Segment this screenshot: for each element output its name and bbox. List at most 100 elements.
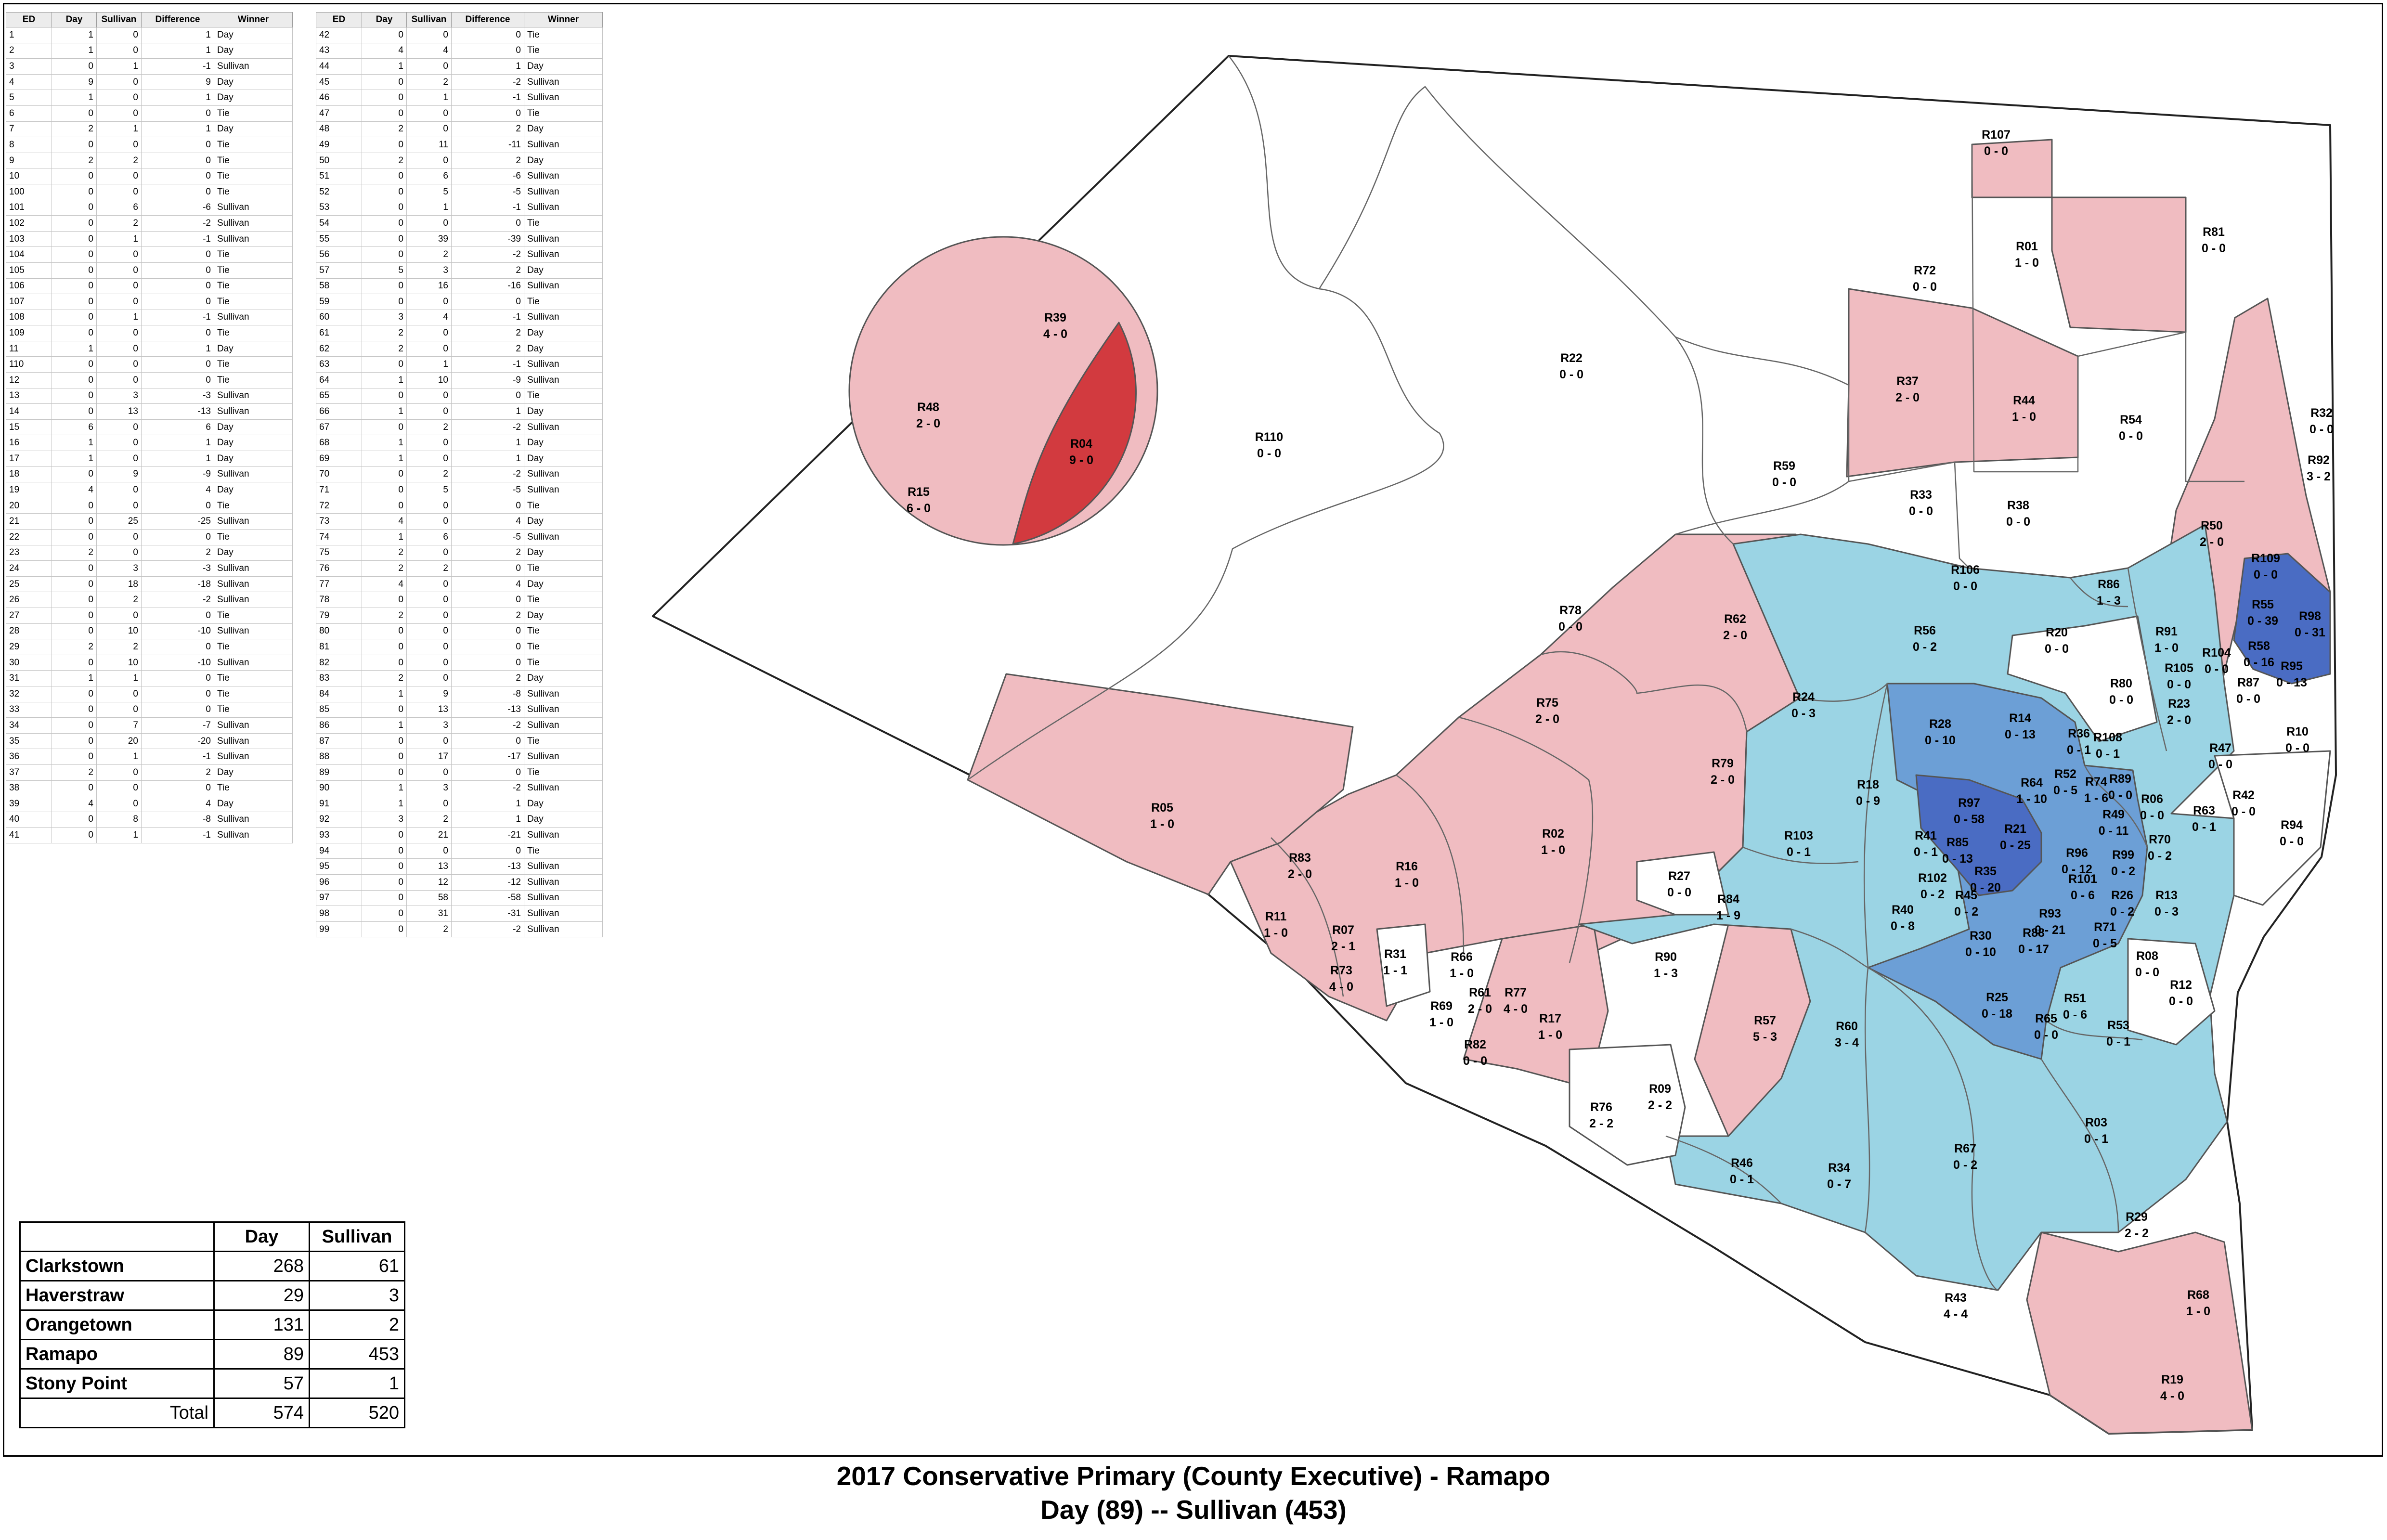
table-row: 47 0 0 0 Tie (316, 105, 603, 122)
cell-difference: 4 (141, 482, 214, 498)
cell-day: 0 (362, 749, 407, 765)
table-row: 39 4 0 4 Day (6, 796, 293, 812)
cell-ed: 56 (316, 246, 362, 263)
district-name: R25 (1986, 991, 2008, 1004)
cell-ed: 101 (6, 199, 52, 216)
cell-difference: 2 (451, 152, 524, 169)
district-name: R68 (2187, 1288, 2209, 1302)
district-name: R56 (1914, 624, 1936, 637)
cell-difference: 2 (451, 670, 524, 686)
table-row: 45 0 2 -2 Sullivan (316, 74, 603, 91)
table-row: 84 1 9 -8 Sullivan (316, 686, 603, 702)
tie-region-r27 (1636, 851, 1729, 916)
cell-sullivan: 0 (96, 262, 142, 279)
table-row: 52 0 5 -5 Sullivan (316, 183, 603, 200)
cell-winner: Day (214, 90, 293, 106)
cell-winner: Sullivan (214, 827, 293, 843)
district-score: 1 - 0 (2012, 410, 2036, 424)
table-row: 89 0 0 0 Tie (316, 764, 603, 781)
cell-sullivan: 8 (96, 811, 142, 828)
cell-ed: 93 (316, 827, 362, 843)
cell-day: 0 (362, 639, 407, 655)
cell-difference: 0 (141, 372, 214, 388)
cell-difference: -5 (451, 183, 524, 200)
district-name: R09 (1649, 1082, 1671, 1096)
district-score: 1 - 0 (1429, 1016, 1453, 1029)
district-label: R01 1 - 0 (2015, 240, 2039, 270)
cell-winner: Day (524, 811, 603, 828)
map-caption-title: 2017 Conservative Primary (County Execut… (836, 1461, 1551, 1491)
district-score: 0 - 0 (2280, 835, 2304, 848)
cell-winner: Day (524, 262, 603, 279)
cell-winner: Sullivan (524, 749, 603, 765)
district-name: R11 (1265, 910, 1287, 923)
district-score: 0 - 0 (1984, 144, 2008, 158)
district-name: R60 (1836, 1020, 1858, 1033)
district-score: 1 - 10 (2016, 792, 2047, 806)
cell-ed: 31 (6, 670, 52, 686)
cell-difference: 2 (451, 607, 524, 624)
cell-sullivan: 2 (406, 921, 452, 938)
cell-ed: 94 (316, 842, 362, 859)
district-score: 3 - 2 (2307, 470, 2331, 483)
table-row: 23 2 0 2 Day (6, 544, 293, 561)
cell-sullivan: 1 (96, 309, 142, 326)
cell-day: 0 (362, 419, 407, 436)
cell-day: 1 (52, 27, 97, 43)
cell-ed: 97 (316, 890, 362, 906)
district-name: R109 (2251, 552, 2280, 565)
cell-sullivan: 5 (406, 183, 452, 200)
cell-day: 0 (52, 215, 97, 232)
district-score: 0 - 0 (2135, 966, 2159, 979)
cell-difference: -31 (451, 906, 524, 922)
table-row: 25 0 18 -18 Sullivan (6, 576, 293, 593)
cell-day: 2 (52, 121, 97, 138)
district-score: 0 - 0 (1667, 886, 1691, 899)
cell-sullivan: 0 (96, 90, 142, 106)
district-name: R99 (2112, 848, 2134, 862)
cell-difference: -39 (451, 231, 524, 247)
cell-winner: Tie (214, 686, 293, 702)
district-score: 0 - 12 (2062, 863, 2092, 876)
cell-day: 0 (52, 58, 97, 75)
district-name: R17 (1539, 1012, 1561, 1025)
district-label: R30 0 - 10 (1965, 929, 1996, 959)
district-name: R13 (2155, 889, 2178, 902)
cell-ed: 85 (316, 701, 362, 718)
cell-ed: 19 (6, 482, 52, 498)
table-row: 41 0 1 -1 Sullivan (6, 827, 293, 843)
town-totals-table: Day Sullivan Clarkstown 268 61 Haverstraw 29… (19, 1221, 405, 1428)
district-label: R71 0 - 5 (2093, 920, 2117, 950)
table-row: Stony Point 57 1 (19, 1368, 405, 1399)
district-score: 2 - 0 (916, 417, 940, 430)
cell-day: 0 (52, 749, 97, 765)
cell-day: 0 (362, 199, 407, 216)
cell-day: 0 (362, 827, 407, 843)
cell-day: 0 (52, 372, 97, 388)
cell-ed: 90 (316, 780, 362, 797)
district-name: R66 (1451, 950, 1473, 964)
table-row: 109 0 0 0 Tie (6, 325, 293, 341)
district-name: R30 (1970, 929, 1992, 943)
cell-ed: 43 (316, 42, 362, 59)
cell-ed: 54 (316, 215, 362, 232)
cell-difference: 1 (141, 451, 214, 467)
district-label: R77 4 - 0 (1504, 986, 1528, 1016)
district-label: R85 0 - 13 (1942, 836, 1973, 866)
cell-sullivan: 0 (96, 607, 142, 624)
district-name: R40 (1892, 903, 1914, 917)
cell-winner: Day (214, 544, 293, 561)
ed-table-header: ED Day Sullivan Difference Winner (316, 12, 603, 27)
district-label: R34 0 - 7 (1827, 1161, 1851, 1191)
district-name: R20 (2046, 626, 2068, 639)
town-name: Orangetown (19, 1309, 215, 1340)
district-score: 2 - 2 (1589, 1117, 1613, 1130)
cell-sullivan: 0 (406, 639, 452, 655)
cell-sullivan: 0 (406, 733, 452, 750)
cell-day: 0 (52, 137, 97, 153)
cell-ed: 108 (6, 309, 52, 326)
table-row: 46 0 1 -1 Sullivan (316, 90, 603, 106)
table-row: 93 0 21 -21 Sullivan (316, 827, 603, 843)
district-label: R103 0 - 1 (1784, 829, 1813, 859)
district-label: R55 0 - 39 (2247, 598, 2278, 628)
